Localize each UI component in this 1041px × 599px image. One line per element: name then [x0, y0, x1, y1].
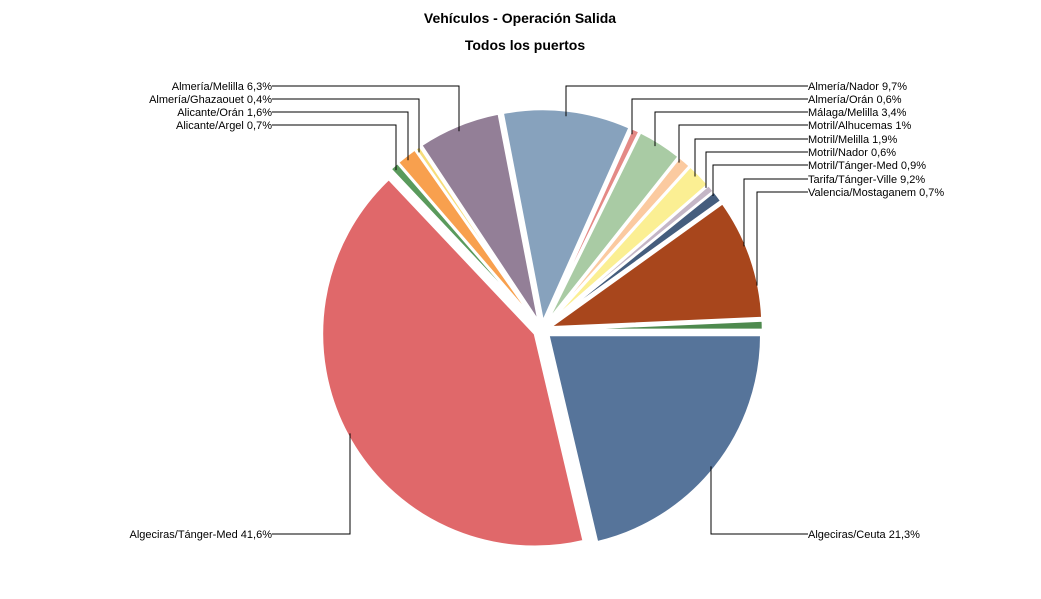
pie-slice	[545, 201, 764, 329]
chart-title: Vehículos - Operación Salida	[424, 10, 616, 26]
pie-slices	[320, 107, 765, 549]
pie-slice	[501, 107, 632, 327]
pie-slice	[320, 177, 586, 549]
leader-line	[631, 98, 808, 135]
slice-label: Alicante/Orán 1,6%	[177, 107, 272, 119]
leader-line	[565, 85, 808, 117]
slice-label: Motril/Nador 0,6%	[808, 147, 896, 159]
pie-slice	[549, 319, 765, 332]
leader-lines	[272, 85, 808, 535]
slice-label: Almería/Ghazaouet 0,4%	[149, 94, 272, 106]
slice-label: Almería/Orán 0,6%	[808, 94, 902, 106]
leader-line	[710, 466, 808, 535]
leader-line	[272, 124, 397, 171]
slice-label: Motril/Tánger-Med 0,9%	[808, 160, 926, 172]
leader-line	[272, 85, 460, 132]
leader-line	[712, 164, 808, 196]
pie-slice	[546, 333, 763, 544]
leader-line	[756, 191, 808, 286]
leader-line	[694, 138, 808, 177]
leader-line	[705, 151, 808, 188]
slice-label: Algeciras/Ceuta 21,3%	[808, 529, 920, 541]
slice-label: Almería/Nador 9,7%	[808, 81, 907, 93]
leader-line	[678, 124, 808, 163]
leader-line	[272, 111, 409, 161]
slice-label: Valencia/Mostaganem 0,7%	[808, 187, 944, 199]
slice-label: Algeciras/Tánger-Med 41,6%	[130, 529, 273, 541]
slice-label: Málaga/Melilla 3,4%	[808, 107, 907, 119]
pie-slice	[413, 144, 539, 325]
slice-label: Motril/Melilla 1,9%	[808, 134, 897, 146]
slice-labels: Algeciras/Ceuta 21,3% Algeciras/Tánger-Me…	[130, 81, 945, 541]
chart-subtitle: Todos los puertos	[465, 37, 586, 53]
leader-line	[743, 178, 808, 247]
leader-line	[272, 98, 420, 153]
pie-slice	[419, 111, 541, 324]
leader-line	[654, 111, 808, 147]
slice-label: Motril/Alhucemas 1%	[808, 120, 912, 132]
slice-label: Tarifa/Tánger-Ville 9,2%	[808, 174, 925, 186]
leader-line	[272, 433, 351, 535]
slice-label: Alicante/Argel 0,7%	[176, 120, 272, 132]
pie-slice	[547, 189, 724, 327]
slice-label: Almería/Melilla 6,3%	[172, 81, 272, 93]
